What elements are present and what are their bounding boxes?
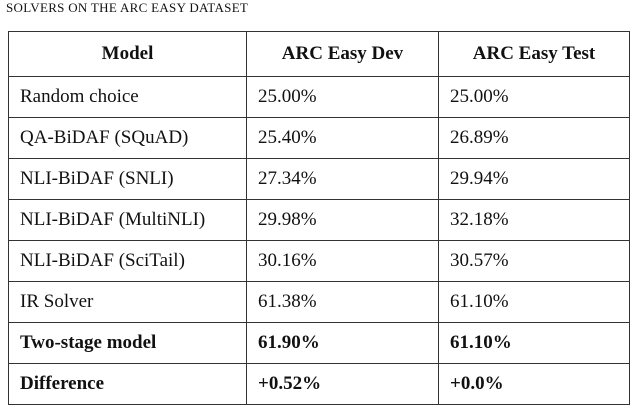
table-cell: 61.38% <box>246 281 439 323</box>
header-row: Model ARC Easy Dev ARC Easy Test <box>8 31 630 77</box>
table-cell: 30.57% <box>438 240 630 282</box>
table-cell: Two-stage model <box>8 322 247 364</box>
table-cell: NLI-BiDAF (SNLI) <box>8 158 247 200</box>
table-cell: 25.00% <box>246 76 439 118</box>
table-cell: QA-BiDAF (SQuAD) <box>8 117 247 159</box>
caption: SOLVERS ON THE ARC EASY DATASET <box>6 0 249 15</box>
table-row: QA-BiDAF (SQuAD) 25.40% 26.89% <box>8 117 630 159</box>
table-cell: Random choice <box>8 76 247 118</box>
table-row: IR Solver 61.38% 61.10% <box>8 281 630 323</box>
table-cell: NLI-BiDAF (SciTail) <box>8 240 247 282</box>
header-cell: ARC Easy Test <box>438 31 630 77</box>
table-cell: 30.16% <box>246 240 439 282</box>
table-cell: 26.89% <box>438 117 630 159</box>
table-cell: 27.34% <box>246 158 439 200</box>
table-cell: NLI-BiDAF (MultiNLI) <box>8 199 247 241</box>
table-cell: IR Solver <box>8 281 247 323</box>
header-cell: Model <box>8 31 247 77</box>
header-cell: ARC Easy Dev <box>246 31 439 77</box>
table-row: NLI-BiDAF (SciTail) 30.16% 30.57% <box>8 240 630 282</box>
table-row: Two-stage model 61.90% 61.10% <box>8 322 630 364</box>
table-cell: Difference <box>8 363 247 405</box>
table-row: NLI-BiDAF (SNLI) 27.34% 29.94% <box>8 158 630 200</box>
table-row: NLI-BiDAF (MultiNLI) 29.98% 32.18% <box>8 199 630 241</box>
table-cell: +0.0% <box>438 363 630 405</box>
table-cell: +0.52% <box>246 363 439 405</box>
table-cell: 29.98% <box>246 199 439 241</box>
table-cell: 61.10% <box>438 322 630 364</box>
table-cell: 25.00% <box>438 76 630 118</box>
table-row: Difference +0.52% +0.0% <box>8 363 630 405</box>
table-cell: 25.40% <box>246 117 439 159</box>
results-table: Model ARC Easy Dev ARC Easy Test Random … <box>8 31 630 405</box>
table-row: Random choice 25.00% 25.00% <box>8 76 630 118</box>
table-cell: 32.18% <box>438 199 630 241</box>
table-body: Random choice 25.00% 25.00% QA-BiDAF (SQuAD… <box>8 76 630 405</box>
table-cell: 29.94% <box>438 158 630 200</box>
table-cell: 61.10% <box>438 281 630 323</box>
table-cell: 61.90% <box>246 322 439 364</box>
